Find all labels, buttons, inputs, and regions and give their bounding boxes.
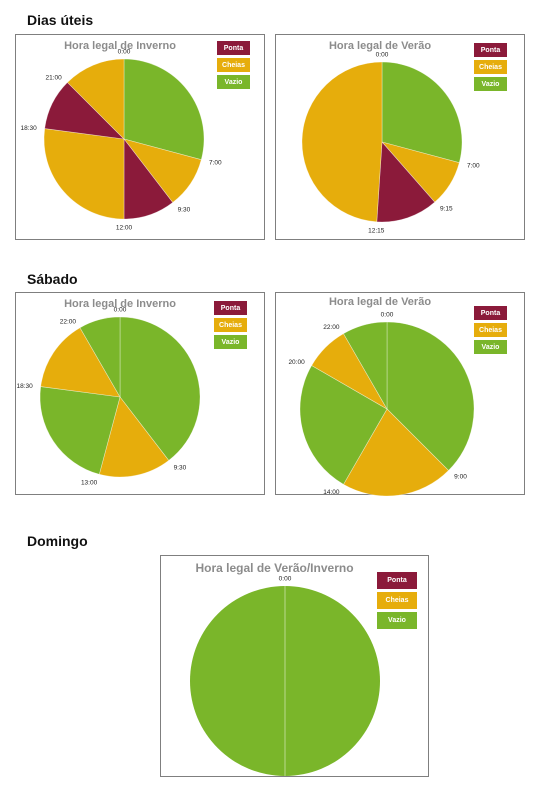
pie-slice-full-3 <box>43 128 125 220</box>
chart-panel-saturday-summer: Hora legal de Verão 0:00 9:00 14:00 20:00 22… <box>275 292 525 497</box>
slice-label: 0:00 <box>279 576 292 583</box>
slice-label: 22:00 <box>323 324 340 331</box>
chart-panel-weekday-winter: Hora legal de Inverno 0:00 7:00 9:30 12:00 1… <box>15 34 265 240</box>
chart-title: Hora legal de Inverno <box>64 298 176 310</box>
chart-panel-saturday-winter: Hora legal de Inverno 0:00 9:30 13:00 18:30… <box>15 292 265 495</box>
chart-panel-sunday: Hora legal de Verão/Inverno 0:00 Ponta C… <box>160 555 429 777</box>
legend-peak: Ponta <box>474 306 507 320</box>
section-title-saturday: Sábado <box>27 271 78 287</box>
slice-label: 21:00 <box>45 74 62 81</box>
slice-label: 13:00 <box>81 480 98 487</box>
slice-label: 12:00 <box>116 225 133 232</box>
legend: Ponta Cheias Vazio <box>217 41 250 92</box>
pie-slice-off-2 <box>299 365 388 485</box>
slice-label: 18:30 <box>16 383 33 390</box>
pie-slice-peak-2 <box>376 141 436 223</box>
section-title-sunday: Domingo <box>27 533 88 549</box>
pie-slice-full-3 <box>40 327 121 398</box>
slice-label: 9:30 <box>178 206 191 213</box>
slice-label: 7:00 <box>467 162 480 169</box>
pie-slice-off-2 <box>39 386 121 475</box>
legend-peak: Ponta <box>217 41 250 55</box>
legend-full: Cheias <box>217 58 250 72</box>
slice-label: 14:00 <box>323 489 340 496</box>
pie-slice-full-5 <box>67 58 125 140</box>
pie-slice-off-0 <box>381 61 463 164</box>
pie-chart: 0:00 <box>190 576 380 776</box>
pie-slice-full-1 <box>98 396 170 478</box>
legend-off: Vazio <box>474 77 507 91</box>
chart-panel-weekday-summer: Hora legal de Verão 0:00 7:00 9:15 12:15 Po… <box>275 34 525 240</box>
legend-off: Vazio <box>217 75 250 89</box>
legend: Ponta Cheias Vazio <box>474 306 507 357</box>
pie-slice-off-0 <box>386 321 475 471</box>
legend-off: Vazio <box>214 335 247 349</box>
pie-chart: 0:00 7:00 9:15 12:15 <box>301 52 480 234</box>
legend-full: Cheias <box>474 60 507 74</box>
slice-label: 0:00 <box>118 49 131 56</box>
legend-off: Vazio <box>474 340 507 354</box>
chart-title: Hora legal de Verão/Inverno <box>195 561 354 575</box>
pie-chart: 0:00 9:00 14:00 20:00 22:00 <box>288 312 475 497</box>
pie-slice-full-1 <box>343 408 449 497</box>
chart-title: Hora legal de Verão <box>328 296 432 308</box>
chart-title: Hora legal de Inverno <box>64 40 176 52</box>
slice-label: 12:15 <box>368 227 385 234</box>
pie-chart: 0:00 7:00 9:30 12:00 18:30 21:00 <box>20 49 222 232</box>
slice-label: 0:00 <box>381 312 394 319</box>
legend-peak: Ponta <box>214 301 247 315</box>
legend-peak: Ponta <box>474 43 507 57</box>
slice-label: 9:00 <box>454 474 467 481</box>
pie-slice-off-0 <box>123 58 205 161</box>
legend-peak: Ponta <box>377 572 417 589</box>
section-title-weekday: Dias úteis <box>27 12 94 28</box>
slice-label: 18:30 <box>20 125 37 132</box>
legend: Ponta Cheias Vazio <box>214 301 247 352</box>
pie-slice-off-4 <box>343 321 388 411</box>
legend-full: Cheias <box>214 318 247 332</box>
chart-title: Hora legal de Verão <box>328 40 432 52</box>
slice-label: 22:00 <box>60 318 77 325</box>
pie-slice-off-0 <box>119 316 201 461</box>
legend-off: Vazio <box>377 612 417 629</box>
legend: Ponta Cheias Vazio <box>377 572 417 632</box>
slice-label: 9:30 <box>174 464 187 471</box>
slice-label: 0:00 <box>376 52 389 59</box>
pie-slice-off-4 <box>79 316 121 399</box>
slice-label: 9:15 <box>440 206 453 213</box>
slice-label: 20:00 <box>288 359 305 366</box>
legend-full: Cheias <box>377 592 417 609</box>
legend: Ponta Cheias Vazio <box>474 43 507 94</box>
legend-full: Cheias <box>474 323 507 337</box>
pie-chart: 0:00 9:30 13:00 18:30 22:00 <box>16 307 201 487</box>
slice-label: 0:00 <box>114 307 127 314</box>
slice-label: 7:00 <box>209 159 222 166</box>
pie-slice-full-3 <box>301 61 383 223</box>
